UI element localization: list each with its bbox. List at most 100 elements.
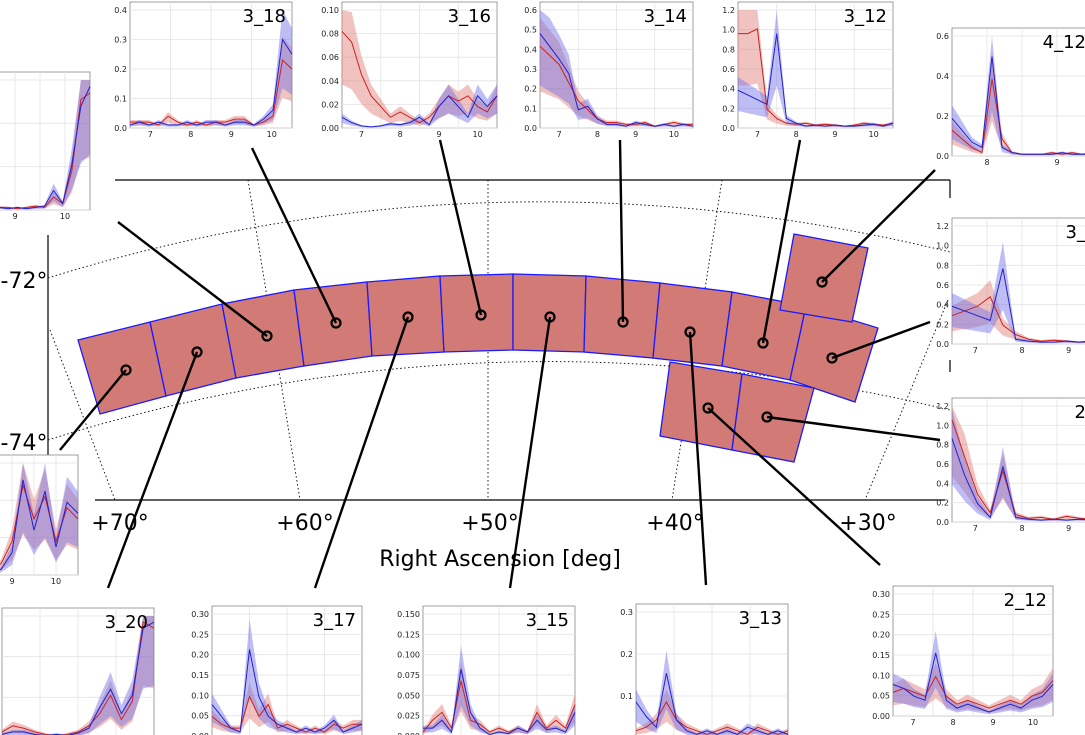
x-axis-label: Right Ascension [deg] [379,547,621,572]
inset-series-line [1,621,155,735]
inset-xtick: 7 [359,130,364,139]
inset-ytick: 0.4 [936,301,949,310]
inset-ytick: 0.5 [524,26,537,35]
inset-ytick: 0.8 [722,45,735,54]
inset-title: 3_12 [844,6,887,27]
inset-2_12: 0.00 0.05 0.10 0.15 0.20 0.25 0.30 7 8 9 10 2_12 [872,585,1054,727]
dec-grid-arc-upper [47,201,951,279]
inset-ytick: 0.8 [936,261,949,270]
inset-ytick: 0.04 [321,77,339,86]
ra-grid-30 [864,299,949,501]
inset-ytick: 0.15 [872,651,890,660]
inset-ytick: 0.1 [620,692,633,701]
inset-xtick: 7 [973,524,978,533]
inset-3_15: 0.0000.0250.0500.0750.1000.1250.15078910… [397,605,576,735]
inset-ytick: 0.025 [397,712,420,721]
inset-ytick: 1.2 [936,402,949,411]
dec-label-72: -72° [1,269,48,294]
inset-right_low: 0.0 0.2 0.4 0.6 0.8 1.0 1.2 7 8 9 2 [936,397,1085,533]
inset-xtick: 9 [832,130,837,139]
inset-ytick: 0.30 [872,590,890,599]
inset-xtick: 7 [910,718,915,727]
inset-ytick: 0.0 [722,124,735,133]
inset-uncertainty-band [952,242,1085,344]
inset-title: 3_ [1066,222,1085,243]
inset-ytick: 0.6 [936,281,949,290]
inset-ytick: 1.2 [722,6,735,15]
inset-title: 3_18 [243,6,286,27]
inset-series-line [951,268,1085,343]
inset-ytick: 0.6 [722,65,735,74]
inset-left_low: 9 10 [0,454,79,586]
connector-line [59,369,127,451]
inset-ytick: 0.3 [620,608,633,617]
inset-title: 3_17 [313,610,356,631]
inset-ytick: 0.00 [321,124,339,133]
inset-series-line [422,680,576,733]
inset-ytick: 0.2 [936,499,949,508]
ra-label-30: +30° [839,511,896,536]
inset-uncertainty-band [342,10,497,126]
connector-line [831,320,931,360]
connector-lines [59,139,941,589]
inset-3_18: 0.0 0.1 0.2 0.3 0.4 7 8 9 10 3_18 [114,1,293,139]
inset-xtick: 9 [1066,524,1071,533]
connector-line [707,407,881,566]
inset-ytick: 1.0 [936,242,949,251]
inset-xtick: 9 [12,212,17,221]
inset-3_14: 0.0 0.1 0.2 0.3 0.4 0.5 0.6 7 8 9 10 3_14 [524,1,694,139]
tile-marker [757,337,769,349]
inset-ytick: 0.0 [936,340,949,349]
inset-ytick: 0.3 [114,36,127,45]
inset-xtick: 8 [1019,524,1024,533]
inset-uncertainty-band [423,645,575,735]
connector-line [313,316,410,589]
inset-ytick: 0.0 [524,124,537,133]
tile-marker [330,317,342,329]
connector-line [117,221,268,337]
inset-title: 4_12 [1043,32,1085,53]
connector-line [250,147,338,324]
inset-ytick: 0.10 [872,671,890,680]
inset-left_top: 9 10 [0,71,91,221]
inset-uncertainty-band [0,80,90,210]
inset-uncertainty-band [423,661,575,735]
inset-title: 3_15 [526,610,569,631]
inset-ytick: 0.8 [936,441,949,450]
inset-3_13: 0.00.10.20.389103_13 [620,603,789,735]
inset-series-line [951,438,1085,521]
inset-ytick: 0.6 [524,6,537,15]
inset-xtick: 10 [669,130,679,139]
inset-ytick: 0.05 [191,712,209,721]
inset-xtick: 8 [984,158,989,167]
inset-xtick: 10 [1028,718,1038,727]
inset-ytick: 0.06 [321,53,339,62]
inset-ytick: 0.2 [936,320,949,329]
inset-uncertainty-band [738,10,893,128]
inset-ytick: 0.0 [936,518,949,527]
inset-series-line [892,652,1054,713]
inset-ytick: 0.150 [397,610,420,619]
inset-ytick: 0.10 [321,6,339,15]
tile-marker [617,316,629,328]
connector-line [438,139,483,316]
inset-xtick: 7 [557,130,562,139]
inset-uncertainty-band [212,619,362,735]
tile-marker [684,326,696,338]
inset-ytick: 1.2 [936,222,949,231]
inset-xtick: 8 [794,130,799,139]
inset-uncertainty-band [738,10,893,128]
inset-xtick: 10 [51,577,61,586]
inset-uncertainty-band [893,630,1053,715]
inset-ytick: 0.4 [936,72,949,81]
dec-label-74: -74° [1,431,48,456]
inset-series-line [341,94,498,128]
inset-ytick: 0.00 [872,712,890,721]
tile-marker [544,311,556,323]
inset-ytick: 1.0 [936,421,949,430]
inset-frame [951,27,1085,157]
inset-ytick: 0.100 [397,651,420,660]
inset-series-line [951,419,1085,520]
inset-uncertainty-band [0,80,90,210]
